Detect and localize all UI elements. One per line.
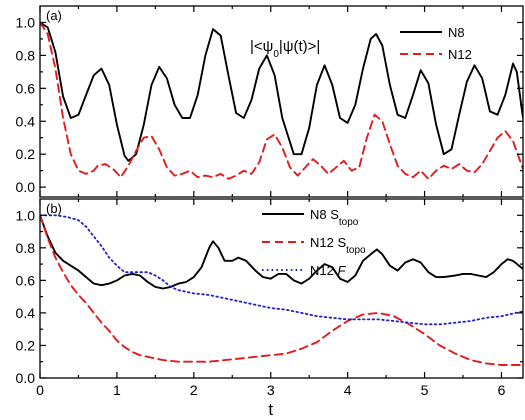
x-tick-label: 1 bbox=[113, 382, 121, 398]
y-tick-label: 0.2 bbox=[16, 146, 36, 162]
legend-label: N8 Stopo bbox=[310, 207, 359, 228]
x-tick-label: 2 bbox=[190, 382, 198, 398]
x-axis-title: t bbox=[268, 400, 273, 419]
y-tick-label: 1.0 bbox=[16, 207, 36, 223]
series-line-n8-s bbox=[40, 214, 523, 290]
panel-b: 0.0 0.2 0.4 0.6 0.8 1.0 0 1 2 3 4 5 6 (b) N8 Stopo N1… bbox=[16, 198, 524, 419]
series-line-n8 bbox=[40, 21, 523, 162]
panel-b-frame bbox=[39, 198, 524, 379]
x-tick-label: 6 bbox=[498, 382, 506, 398]
y-tick-label: 0.6 bbox=[16, 272, 36, 288]
y-tick-label: 0.0 bbox=[16, 179, 36, 195]
x-tick-label: 4 bbox=[344, 382, 352, 398]
legend-label: N12 F bbox=[310, 263, 346, 278]
panel-b-label: (b) bbox=[46, 201, 62, 216]
legend-label: N12 bbox=[448, 47, 472, 62]
legend-label: N8 bbox=[448, 25, 465, 40]
y-tick-label: 0.0 bbox=[16, 370, 36, 386]
legend-label: N12 Stopo bbox=[310, 235, 366, 256]
y-tick-label: 0.4 bbox=[16, 305, 36, 321]
series-line-n12-f bbox=[40, 214, 523, 326]
y-tick-label: 0.8 bbox=[16, 47, 36, 63]
panel-b-legend: N8 Stopo N12 Stopo N12 F bbox=[262, 207, 366, 278]
y-tick-label: 0.4 bbox=[16, 113, 36, 129]
panel-a-label: (a) bbox=[46, 8, 62, 23]
panel-a-annotation: |<ψ0|ψ(t)>| bbox=[250, 38, 320, 60]
y-tick-label: 0.2 bbox=[16, 337, 36, 353]
series-line-n12-s bbox=[40, 214, 523, 366]
y-tick-label: 1.0 bbox=[16, 14, 36, 30]
x-tick-label: 3 bbox=[267, 382, 275, 398]
panel-a-frame bbox=[39, 5, 524, 198]
y-tick-label: 0.6 bbox=[16, 80, 36, 96]
x-tick-label: 0 bbox=[36, 382, 44, 398]
series-line-n12 bbox=[40, 21, 523, 180]
y-tick-label: 0.8 bbox=[16, 240, 36, 256]
x-tick-label: 5 bbox=[421, 382, 429, 398]
